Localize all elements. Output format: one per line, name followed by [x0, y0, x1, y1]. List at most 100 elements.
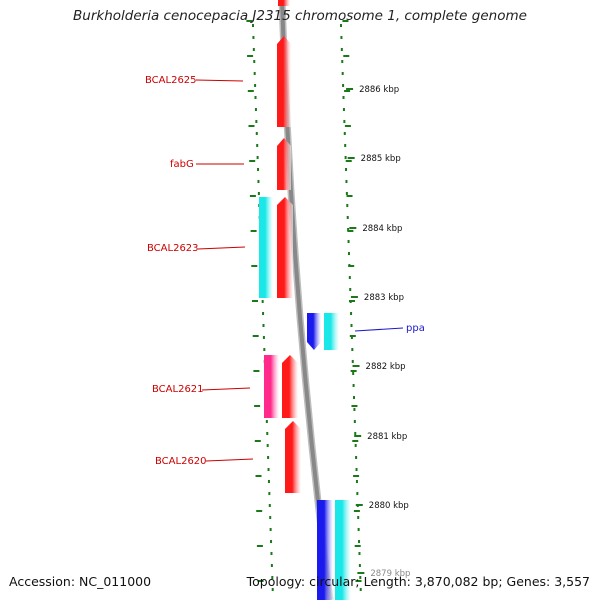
left-guide-dot [271, 588, 274, 591]
left-tick-mark [251, 265, 258, 267]
left-guide-dot [252, 24, 254, 27]
left-guide-dot [262, 312, 265, 315]
left-guide-dot [255, 132, 258, 135]
left-tick-mark [250, 230, 257, 232]
left-guide-dot [256, 156, 259, 159]
gene-label: fabG [170, 159, 194, 170]
left-guide-dot [268, 492, 271, 495]
right-guide-dot [357, 528, 360, 531]
gene-feature [277, 36, 291, 127]
right-guide-dot [342, 108, 345, 111]
left-guide-dot [267, 480, 270, 483]
left-guide-dot [269, 516, 272, 519]
scale-tick-label: 2879 kbp [370, 569, 410, 579]
left-guide-dot [255, 120, 258, 123]
right-guide-dot [357, 516, 360, 519]
left-tick-mark [256, 545, 263, 547]
right-guide-dot [347, 252, 350, 255]
right-guide-dot [353, 408, 356, 411]
left-tick-mark [249, 160, 256, 162]
right-tick-mark [349, 335, 356, 337]
right-guide-dot [343, 120, 346, 123]
right-guide-dot [356, 492, 359, 495]
right-tick-mark [344, 125, 351, 127]
right-guide-dot [350, 312, 353, 315]
right-guide-dot [355, 456, 358, 459]
gene-label: BCAL2621 [152, 384, 204, 395]
scale-ticks: 2886 kbp 2885 kbp 2884 kbp 2883 kbp 2882 kbp… [246, 20, 410, 582]
left-guide-dot [266, 432, 269, 435]
right-tick-mark [352, 440, 359, 442]
major-tick-mark [350, 296, 358, 298]
left-guide-dot [254, 84, 257, 87]
left-guide-dot [263, 348, 266, 351]
left-guide-dot [269, 528, 272, 531]
left-guide-dot [256, 144, 259, 147]
right-guide-dot [359, 576, 362, 579]
right-guide-dot [353, 420, 356, 423]
right-tick-mark [345, 160, 352, 162]
right-tick-mark [344, 90, 351, 92]
gene-leader-line [197, 246, 246, 250]
right-guide-dot [343, 132, 346, 135]
right-guide-dot [348, 276, 351, 279]
gene-feature [264, 355, 279, 418]
right-guide-dot [345, 180, 348, 183]
right-tick-mark [355, 580, 362, 582]
scale-tick-label: 2885 kbp [361, 154, 401, 164]
right-tick-mark [353, 510, 360, 512]
gene-leader-line [354, 327, 404, 332]
right-guide-dot [350, 324, 353, 327]
right-tick-mark [347, 230, 354, 232]
right-guide-dot [340, 24, 342, 27]
right-guide-dot [355, 480, 358, 483]
scale-tick-label: 2881 kbp [367, 432, 407, 442]
left-tick-mark [247, 55, 254, 57]
left-guide-dot [257, 168, 260, 171]
right-tick-mark [353, 475, 360, 477]
left-tick-mark [257, 580, 264, 582]
left-tick-mark [246, 20, 253, 22]
left-tick-mark [247, 90, 254, 92]
right-tick-mark [350, 370, 357, 372]
right-guide-dot [346, 216, 349, 219]
left-guide-dot [262, 336, 265, 339]
right-guide-dot [345, 168, 348, 171]
major-tick-mark [347, 157, 355, 159]
right-tick-mark [349, 300, 355, 302]
right-guide-dot [354, 432, 357, 435]
right-tick-mark [343, 55, 350, 57]
right-guide-dot [345, 192, 348, 195]
gene-feature [335, 500, 351, 600]
left-tick-mark [255, 475, 262, 477]
genome-summary-text: Topology: circular; Length: 3,870,082 bp… [246, 574, 590, 589]
right-tick-mark [342, 20, 349, 22]
major-tick-mark [346, 88, 354, 90]
gene-feature [317, 500, 333, 600]
right-guide-dot [347, 240, 350, 243]
accession-text: Accession: NC_011000 [9, 574, 152, 589]
major-tick-mark [357, 572, 365, 574]
right-tick-mark [346, 195, 353, 197]
left-guide-dot [266, 444, 269, 447]
major-tick-mark [349, 227, 357, 229]
left-guide-dot [257, 192, 260, 195]
left-guide-dot [267, 456, 270, 459]
scale-tick-label: 2882 kbp [366, 362, 406, 372]
gene-leader-line [201, 387, 251, 391]
right-guide-dot [340, 36, 343, 39]
right-guide-dot [342, 84, 345, 87]
gene-label: BCAL2623 [147, 243, 199, 254]
left-tick-mark [256, 510, 263, 512]
left-guide-dot [254, 96, 257, 99]
left-tick-mark [254, 405, 261, 407]
left-guide-dot [261, 300, 264, 303]
gene-leader-line [195, 79, 244, 82]
gene-feature [285, 421, 301, 493]
major-tick-mark [355, 504, 363, 506]
left-tick-mark [254, 440, 261, 442]
scale-tick-label: 2886 kbp [359, 85, 399, 95]
gene-feature [277, 138, 291, 190]
